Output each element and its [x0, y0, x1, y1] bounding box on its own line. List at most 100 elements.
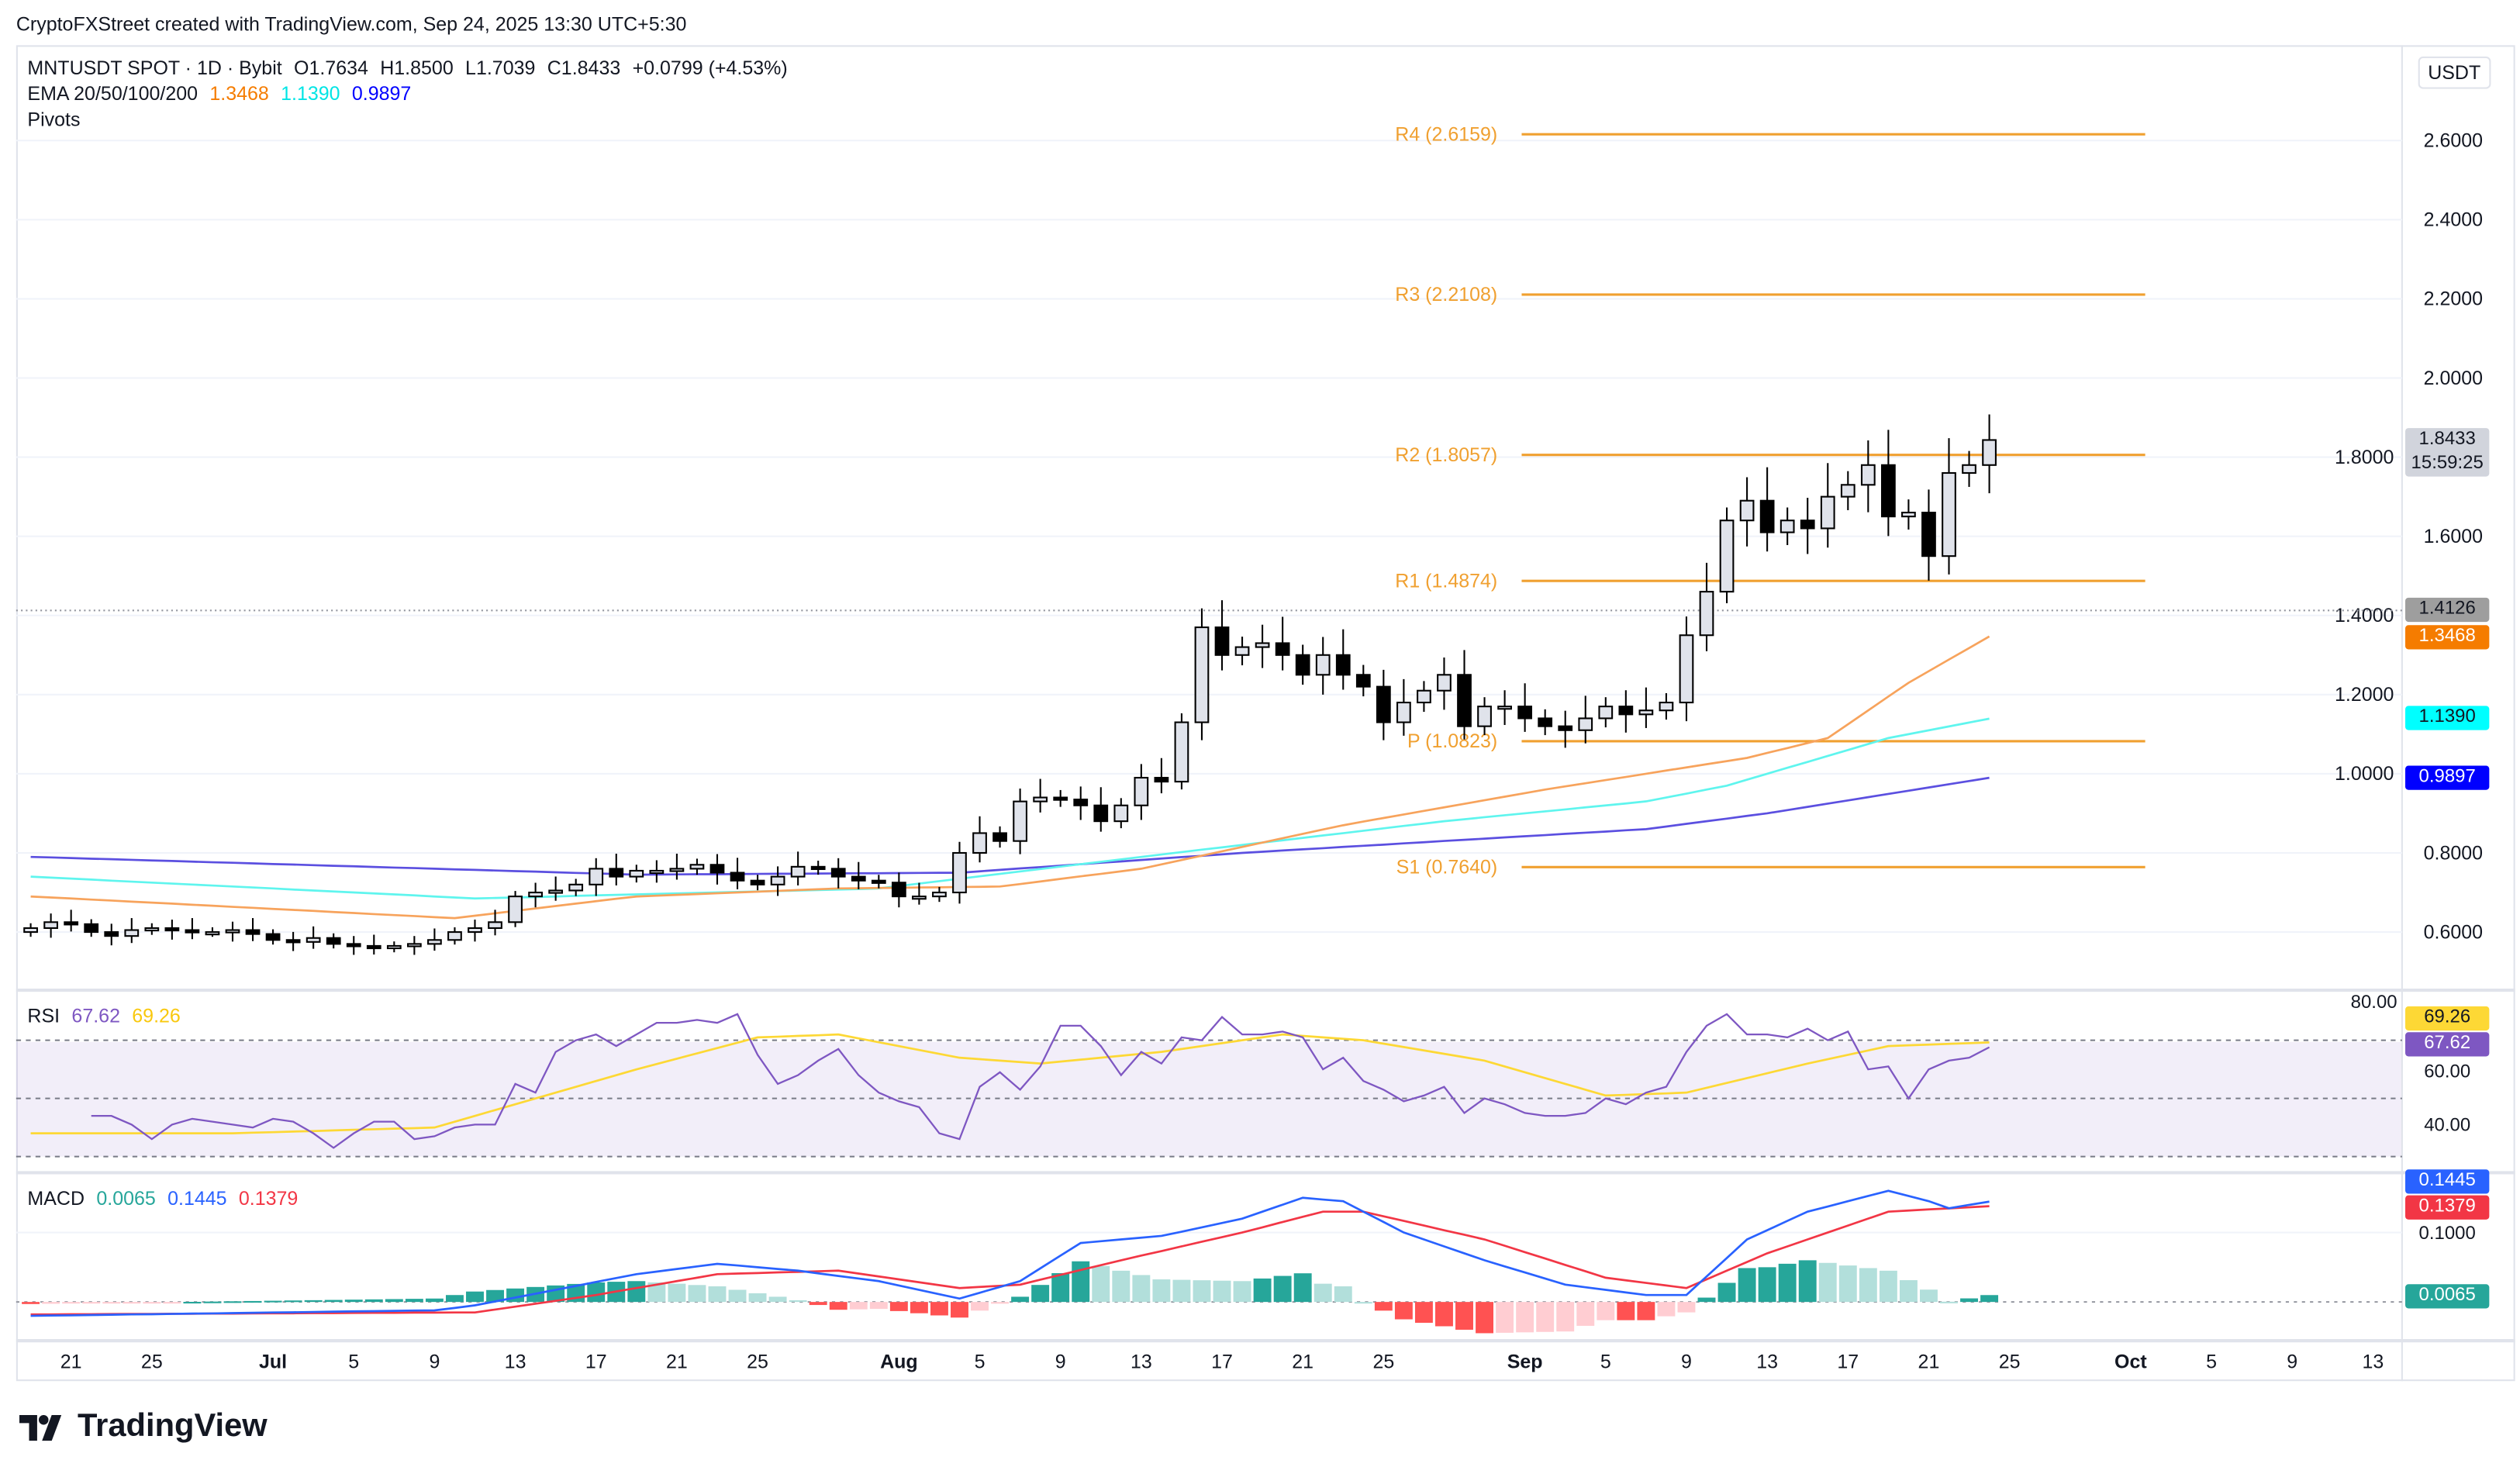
candle-up — [770, 875, 785, 885]
macd-histogram-bar — [203, 1301, 222, 1303]
hist-axis-label: 0.0065 — [2405, 1284, 2490, 1309]
macd-histogram-bar — [1374, 1302, 1393, 1311]
macd-histogram-bar — [1031, 1285, 1050, 1303]
time-axis-label: 13 — [1131, 1351, 1152, 1373]
rsi-ma-axis-label: 69.26 — [2405, 1006, 2490, 1031]
macd-histogram-bar — [102, 1302, 121, 1304]
candle-up — [528, 891, 543, 898]
macd-histogram-bar — [1334, 1286, 1352, 1303]
candle-up — [932, 891, 947, 898]
candle-up — [972, 832, 987, 854]
candle-up — [1497, 706, 1512, 710]
pivots-legend[interactable]: Pivots — [27, 108, 81, 131]
macd-histogram-bar — [708, 1286, 727, 1303]
macd-histogram-bar — [1940, 1301, 1958, 1303]
pivot-label: R1 (1.4874) — [1395, 570, 1497, 592]
time-axis-label: 13 — [2362, 1351, 2384, 1373]
credit-text: CryptoFXStreet created with TradingView.… — [16, 12, 687, 36]
time-axis-label: 9 — [2287, 1351, 2297, 1373]
macd-histogram-bar — [22, 1302, 40, 1304]
candle-down — [830, 868, 846, 878]
pivot-label: R4 (2.6159) — [1395, 123, 1497, 145]
candle-down — [1093, 804, 1109, 823]
ema200-value: 0.9897 — [351, 82, 412, 105]
time-axis-label: 25 — [747, 1351, 768, 1373]
ohlc-close: C1.8433 — [547, 56, 621, 80]
tradingview-logo[interactable]: TradingView — [19, 1409, 268, 1446]
macd-histogram-bar — [1556, 1302, 1575, 1332]
macd-histogram-bar — [1576, 1302, 1595, 1326]
candle-up — [205, 931, 220, 936]
candle-up — [1659, 701, 1674, 712]
symbol-name[interactable]: MNTUSDT SPOT · 1D · Bybit — [27, 56, 282, 80]
macd-legend[interactable]: MACD 0.0065 0.1445 0.1379 — [27, 1187, 304, 1210]
time-axis-label: 13 — [505, 1351, 526, 1373]
time-axis-label: 17 — [1837, 1351, 1859, 1373]
candle-down — [709, 864, 725, 874]
time-axis-label: 5 — [2206, 1351, 2217, 1373]
time-axis-label: 25 — [141, 1351, 163, 1373]
candle-up — [689, 864, 705, 870]
candle-up — [1315, 654, 1331, 676]
macd-label: MACD — [27, 1187, 85, 1210]
macd-histogram-bar — [1476, 1302, 1494, 1334]
price-tick-label: 0.6000 — [2424, 921, 2483, 943]
pivot-label: R3 (2.2108) — [1395, 284, 1497, 305]
candle-up — [1194, 626, 1210, 723]
candle-up — [1901, 511, 1916, 518]
candle-up — [1234, 646, 1250, 656]
candle-up — [790, 865, 806, 878]
macd-histogram-bar — [1314, 1283, 1332, 1303]
macd-histogram-bar — [1717, 1282, 1736, 1303]
macd-histogram-bar — [264, 1300, 282, 1303]
candle-down — [1538, 717, 1553, 727]
candle-down — [104, 931, 119, 937]
ema20-line — [30, 635, 1990, 920]
macd-histogram-bar — [910, 1302, 928, 1313]
ema200-line — [30, 776, 1990, 876]
candle-up — [1699, 591, 1714, 637]
candle-down — [164, 927, 180, 932]
macd-histogram-bar — [1798, 1260, 1817, 1303]
signal-line — [30, 1205, 1990, 1316]
rsi-legend[interactable]: RSI 67.62 69.26 — [27, 1005, 187, 1027]
candle-down — [1457, 674, 1472, 727]
price-badge-value: 1.3468 — [2418, 626, 2476, 646]
macd-histogram-bar — [668, 1283, 686, 1303]
candle-down — [1921, 511, 1936, 557]
price-axis-badge: 1.3468 — [2405, 624, 2490, 649]
ema20-value: 1.3468 — [209, 82, 269, 105]
candle-up — [1962, 464, 1976, 475]
macd-histogram-bar — [1738, 1268, 1756, 1303]
macd-histogram-bar — [1980, 1295, 1999, 1303]
candle-down — [1800, 519, 1815, 530]
macd-histogram-bar — [1637, 1302, 1655, 1320]
macd-histogram-bar — [971, 1302, 989, 1311]
candle-down — [730, 872, 745, 882]
candle-up — [1174, 721, 1189, 783]
candle-down — [992, 832, 1007, 842]
rsi-label: RSI — [27, 1004, 60, 1027]
macd-histogram-bar — [486, 1289, 504, 1303]
candle-down — [64, 921, 79, 926]
ema50-line — [30, 717, 1990, 900]
macd-histogram-bar — [1778, 1263, 1797, 1303]
ema-legend[interactable]: EMA 20/50/100/200 1.3468 1.1390 0.9897 — [27, 82, 417, 105]
macd-histogram-bar — [1051, 1272, 1070, 1303]
candle-up — [1255, 642, 1270, 648]
candle-down — [871, 879, 886, 884]
macd-histogram-bar — [728, 1289, 747, 1303]
candle-down — [1355, 674, 1371, 688]
macd-histogram-bar — [1697, 1297, 1716, 1303]
candle-up — [406, 943, 422, 948]
candle-up — [508, 896, 523, 923]
macd-histogram-bar — [1293, 1273, 1312, 1303]
chart-frame — [16, 45, 2515, 1382]
candle-up — [1013, 800, 1027, 842]
time-axis-label: Aug — [880, 1351, 918, 1373]
currency-button[interactable]: USDT — [2418, 56, 2491, 89]
candle-up — [952, 851, 967, 894]
candle-up — [1840, 484, 1855, 498]
candle-up — [1780, 519, 1795, 533]
